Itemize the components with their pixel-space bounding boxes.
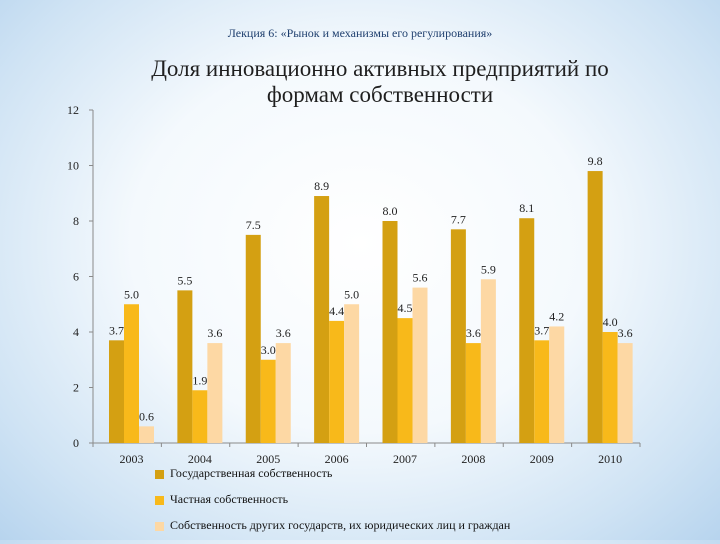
bar-0-2004: [177, 290, 193, 443]
y-tick-label: 4: [73, 325, 79, 339]
bar-0-2010: [587, 171, 603, 444]
legend-item-private: Частная собственность: [155, 492, 510, 518]
data-label: 3.6: [207, 326, 222, 340]
bar-2-2006: [344, 304, 360, 443]
y-tick-label: 12: [67, 103, 79, 117]
bar-1-2003: [124, 304, 139, 443]
bar-0-2007: [382, 221, 398, 443]
y-tick-label: 10: [67, 159, 79, 173]
data-label: 8.0: [383, 204, 398, 218]
bar-1-2004: [192, 390, 208, 443]
legend-swatch-state: [155, 469, 164, 479]
y-tick-label: 0: [73, 436, 79, 450]
chart-title: Доля инновационно активных предприятий п…: [151, 56, 609, 107]
data-label: 3.7: [109, 323, 124, 337]
data-label: 3.6: [276, 326, 291, 340]
bar-2-2004: [207, 343, 223, 443]
data-label: 4.5: [398, 301, 413, 315]
data-label: 5.6: [413, 271, 428, 285]
data-label: 5.9: [481, 262, 496, 276]
data-label: 1.9: [192, 373, 207, 387]
x-tick-label: 2007: [393, 452, 417, 466]
data-label: 3.7: [534, 323, 549, 337]
data-label: 0.6: [139, 409, 154, 423]
bar-1-2010: [602, 332, 618, 443]
bars: [109, 171, 633, 444]
bar-2-2008: [480, 279, 496, 443]
data-label: 8.1: [519, 201, 534, 215]
legend-label-private: Частная собственность: [170, 492, 289, 506]
legend: Государственная собственность Частная со…: [155, 466, 510, 544]
bar-2-2009: [549, 326, 565, 443]
value-labels: 3.7 5.5 7.5 8.9 8.0 7.7 8.1 9.8 5.0 1.9 3.0 4.4 4.5 3…: [109, 154, 633, 423]
bar-2-2003: [139, 426, 154, 443]
data-label: 8.9: [314, 179, 329, 193]
bar-0-2006: [314, 196, 330, 443]
bar-1-2006: [329, 320, 345, 443]
bar-2-2010: [617, 343, 633, 443]
bar-0-2009: [519, 218, 535, 443]
y-tick-label: 6: [73, 270, 79, 284]
data-label: 5.0: [124, 287, 139, 301]
x-tick-label: 2009: [530, 452, 554, 466]
data-label: 5.5: [177, 273, 192, 287]
data-label: 5.0: [344, 287, 359, 301]
legend-item-foreign: Собственность других государств, их юрид…: [155, 518, 510, 544]
bar-0-2003: [109, 340, 124, 443]
legend-swatch-foreign: [155, 521, 164, 531]
bar-1-2009: [534, 340, 550, 443]
x-tick-label: 2004: [188, 452, 212, 466]
bar-1-2008: [465, 343, 481, 443]
x-tick-label: 2005: [256, 452, 280, 466]
x-tick-label: 2008: [461, 452, 485, 466]
bar-2-2005: [275, 343, 291, 443]
bar-0-2008: [450, 229, 466, 443]
bar-1-2007: [397, 318, 413, 443]
data-label: 4.4: [329, 304, 344, 318]
data-label: 3.6: [466, 326, 481, 340]
bar-0-2005: [245, 234, 261, 443]
y-tick-label: 8: [73, 214, 79, 228]
x-tick-label: 2006: [325, 452, 349, 466]
legend-label-foreign: Собственность других государств, их юрид…: [170, 518, 511, 532]
y-tick-label: 2: [73, 381, 79, 395]
data-label: 3.0: [261, 343, 276, 357]
x-tick-label: 2003: [120, 452, 144, 466]
data-label: 4.0: [603, 315, 618, 329]
bar-1-2005: [260, 359, 276, 443]
data-label: 4.2: [549, 309, 564, 323]
data-label: 3.6: [618, 326, 633, 340]
lecture-title: Лекция 6: «Рынок и механизмы его регулир…: [227, 26, 493, 40]
data-label: 9.8: [588, 154, 603, 168]
x-tick-label: 2010: [598, 452, 622, 466]
bar-2-2007: [412, 287, 428, 443]
data-label: 7.7: [451, 212, 466, 226]
legend-swatch-private: [155, 495, 164, 505]
legend-label-state: Государственная собственность: [170, 466, 333, 480]
legend-item-state: Государственная собственность: [155, 466, 510, 492]
data-label: 7.5: [246, 218, 261, 232]
